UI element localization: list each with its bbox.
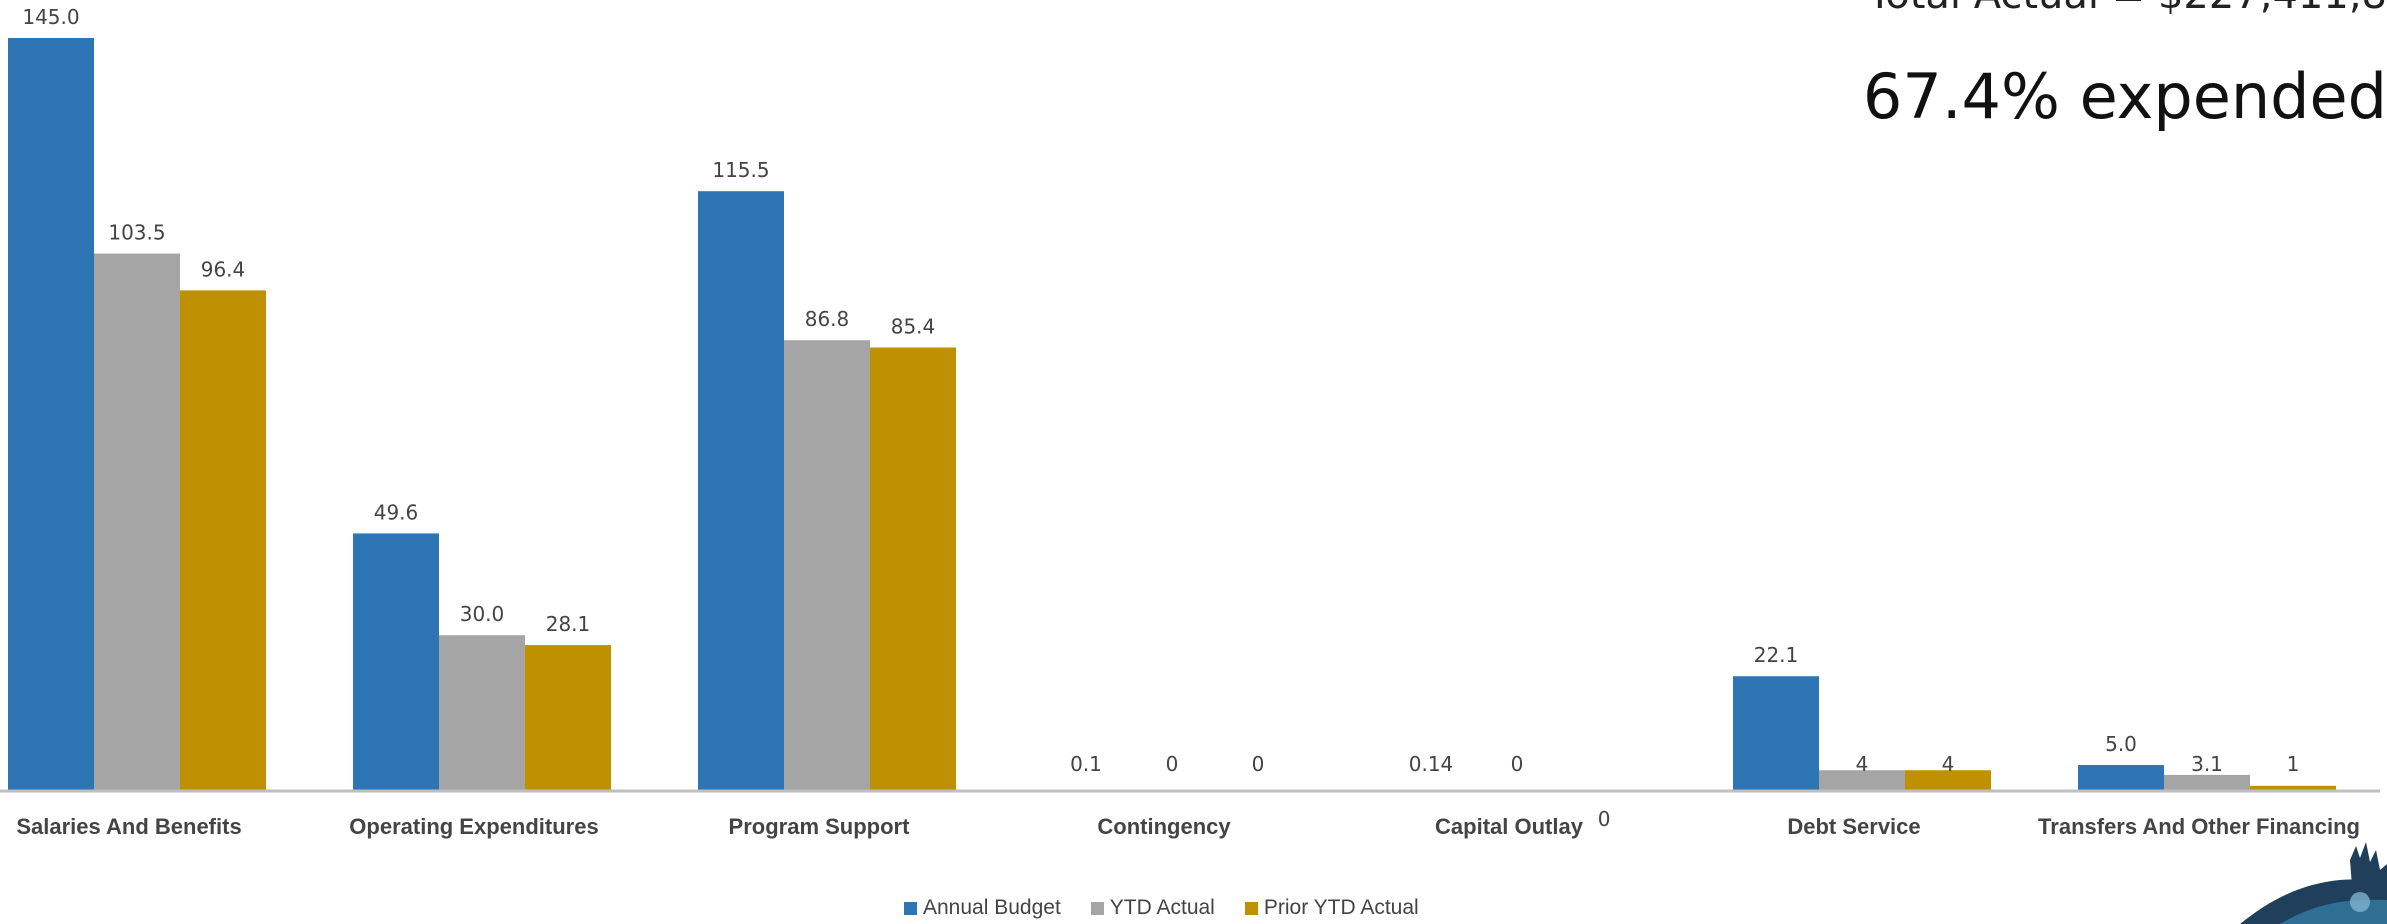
bar-prior-ytd-actual-salaries-and-benefits [180, 290, 266, 791]
legend-item-annual-budget: Annual Budget [904, 896, 1061, 920]
data-label-prior-ytd-actual-program-support: 85.4 [891, 315, 936, 339]
category-label-contingency: Contingency [1097, 814, 1231, 839]
legend-item-prior-ytd-actual: Prior YTD Actual [1244, 896, 1419, 920]
data-label-annual-budget-salaries-and-benefits: 145.0 [22, 5, 79, 29]
data-label-prior-ytd-actual-contingency: 0 [1252, 752, 1265, 776]
bar-ytd-actual-salaries-and-benefits [94, 253, 180, 791]
data-label-ytd-actual-salaries-and-benefits: 103.5 [108, 221, 165, 245]
category-label-capital-outlay: Capital Outlay [1435, 814, 1584, 839]
bar-ytd-actual-program-support [784, 340, 870, 791]
bar-ytd-actual-transfers-and-other-financing [2164, 774, 2250, 791]
data-label-ytd-actual-debt-service: 4 [1856, 752, 1869, 776]
chart-legend: Annual Budget YTD Actual Prior YTD Actua… [904, 896, 1419, 920]
data-label-annual-budget-program-support: 115.5 [712, 158, 769, 182]
data-label-ytd-actual-program-support: 86.8 [805, 307, 850, 331]
data-label-prior-ytd-actual-operating-expenditures: 28.1 [546, 612, 591, 636]
legend-swatch-prior-ytd-actual [1244, 901, 1258, 915]
bar-annual-budget-debt-service [1733, 676, 1819, 791]
legend-item-ytd-actual: YTD Actual [1090, 896, 1215, 920]
bar-ytd-actual-operating-expenditures [439, 635, 525, 791]
data-label-ytd-actual-operating-expenditures: 30.0 [460, 602, 505, 626]
bar-annual-budget-operating-expenditures [353, 533, 439, 791]
legend-swatch-ytd-actual [1090, 901, 1104, 915]
data-label-ytd-actual-transfers-and-other-financing: 3.1 [2191, 752, 2223, 776]
data-label-annual-budget-debt-service: 22.1 [1754, 643, 1799, 667]
bars-layer [8, 38, 2336, 792]
data-label-prior-ytd-actual-debt-service: 4 [1942, 752, 1955, 776]
bar-ytd-actual-debt-service [1819, 770, 1905, 791]
category-label-debt-service: Debt Service [1787, 814, 1920, 839]
bar-annual-budget-program-support [698, 191, 784, 792]
category-labels-layer: Salaries And Benefits Operating Expenditu… [16, 807, 2360, 839]
bar-prior-ytd-actual-program-support [870, 347, 956, 791]
category-label-transfers-and-other-financing: Transfers And Other Financing [2038, 814, 2360, 839]
data-label-ytd-actual-contingency: 0 [1166, 752, 1179, 776]
data-label-prior-ytd-actual-salaries-and-benefits: 96.4 [201, 257, 246, 281]
data-label-annual-budget-operating-expenditures: 49.6 [374, 500, 419, 524]
legend-label-prior-ytd-actual: Prior YTD Actual [1263, 896, 1419, 919]
bar-prior-ytd-actual-transfers-and-other-financing [2250, 785, 2336, 791]
category-label-salaries-and-benefits: Salaries And Benefits [16, 814, 241, 839]
percent-expended-heading: 67.4% expended [1862, 60, 2387, 133]
bar-annual-budget-transfers-and-other-financing [2078, 765, 2164, 791]
legend-swatch-annual-budget [904, 901, 917, 915]
data-label-ytd-actual-capital-outlay: 0 [1511, 752, 1524, 776]
category-label-operating-expenditures: Operating Expenditures [349, 814, 598, 839]
mountain-logo-icon [2240, 842, 2387, 924]
bar-annual-budget-salaries-and-benefits [8, 38, 94, 791]
category-note-capital-outlay: 0 [1598, 807, 1611, 831]
data-label-annual-budget-capital-outlay: 0.14 [1409, 752, 1454, 776]
category-label-program-support: Program Support [729, 814, 911, 839]
data-label-annual-budget-contingency: 0.1 [1070, 752, 1102, 776]
bar-prior-ytd-actual-debt-service [1905, 770, 1991, 791]
data-label-annual-budget-transfers-and-other-financing: 5.0 [2105, 732, 2137, 756]
data-label-prior-ytd-actual-transfers-and-other-financing: 1 [2287, 752, 2300, 776]
bar-prior-ytd-actual-operating-expenditures [525, 645, 611, 791]
legend-label-ytd-actual: YTD Actual [1109, 896, 1215, 919]
total-actual-heading: Total Actual = $227,411,8 [1868, 0, 2387, 18]
legend-label-annual-budget: Annual Budget [923, 896, 1061, 919]
